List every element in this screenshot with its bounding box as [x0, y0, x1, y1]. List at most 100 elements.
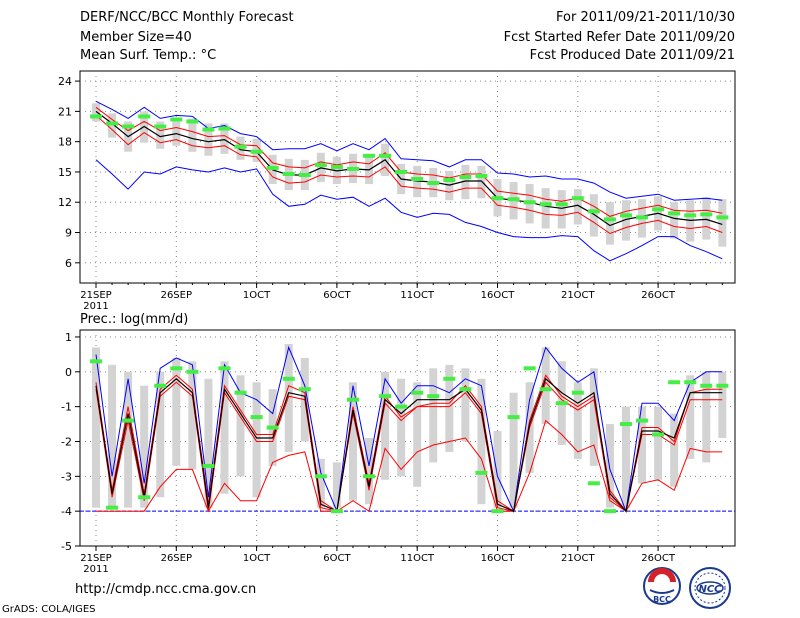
prec-climate-marker: [234, 390, 247, 395]
temp-range-bar: [670, 202, 679, 239]
prec-mean-line: [95, 377, 723, 513]
prec-climate-marker: [106, 505, 119, 510]
prec-climate-marker: [491, 509, 504, 514]
temp-climate-marker: [106, 121, 119, 126]
prec-climate-marker: [700, 383, 713, 388]
temp-range-bar: [461, 164, 470, 200]
prec-range-bar: [638, 406, 647, 484]
prec-climate-marker: [523, 366, 536, 371]
temp-climate-marker: [170, 117, 183, 122]
prec-ytick-label: 1: [65, 331, 72, 344]
temp-climate-marker: [636, 215, 649, 220]
temp-climate-marker: [539, 202, 552, 207]
prec-range-bar: [220, 361, 229, 494]
prec-climate-marker: [507, 415, 520, 420]
prec-range-bar: [461, 368, 470, 442]
prec-ytick-label: -5: [61, 540, 72, 553]
prec-range-bar: [365, 438, 374, 505]
temp-climate-marker: [379, 153, 392, 158]
prec-climate-marker: [363, 474, 376, 479]
prec-climate-marker: [636, 418, 649, 423]
prec-range-bar: [204, 378, 213, 508]
temp-climate-marker: [571, 196, 584, 201]
prec-climate-marker: [218, 366, 231, 371]
temp-climate-marker: [555, 202, 568, 207]
temp-max-line: [95, 100, 723, 201]
prec-climate-marker: [266, 425, 279, 430]
temp-ytick-label: 18: [58, 136, 72, 149]
temp-climate-marker: [314, 162, 327, 167]
prec-climate-marker: [587, 481, 600, 486]
temp-xtick-label: 16OCT: [481, 290, 516, 301]
prec-range-bar: [589, 368, 598, 466]
temp-climate-marker: [346, 166, 359, 171]
prec-climate-marker: [603, 509, 616, 514]
bcc-logo-text: BCC: [653, 595, 671, 604]
temp-xtick-label: 1OCT: [243, 290, 271, 301]
prec-range-bar: [509, 392, 518, 508]
temp-ytick-label: 24: [58, 75, 72, 88]
prec-range-bar: [686, 375, 695, 459]
prec-climate-marker: [395, 404, 408, 409]
prec-xtick-label: 16OCT: [481, 553, 516, 564]
prec-range-bar: [702, 371, 711, 463]
prec-range-bar: [124, 371, 133, 508]
prec-climate-marker: [555, 401, 568, 406]
temp-range-bar: [605, 202, 614, 245]
temp-climate-marker: [282, 171, 295, 176]
temp-range-bar: [220, 123, 229, 154]
temp-climate-marker: [122, 124, 135, 129]
prec-range-bar: [316, 458, 325, 508]
prec-climate-marker: [427, 394, 440, 399]
temp-climate-marker: [234, 144, 247, 149]
prec-range-bar: [397, 378, 406, 477]
temp-climate-marker: [619, 213, 632, 218]
temp-range-bar: [589, 194, 598, 237]
prec-range-bar: [445, 364, 454, 452]
logos: BCC NCC: [643, 567, 731, 609]
temp-range-bar: [156, 121, 165, 149]
footer-url[interactable]: http://cmdp.ncc.cma.gov.cn: [75, 582, 257, 597]
bcc-logo: BCC: [643, 567, 681, 605]
temp-xtick-label: 21OCT: [561, 290, 596, 301]
temp-climate-marker: [266, 165, 279, 170]
prec-climate-marker: [684, 380, 697, 385]
prec-ytick-label: -3: [61, 470, 72, 483]
prec-climate-marker: [539, 387, 552, 392]
prec-climate-marker: [186, 369, 199, 374]
prec-range-bar: [348, 382, 357, 501]
prec-range-bar: [381, 371, 390, 480]
prec-min-line: [96, 419, 723, 513]
prec-climate-marker: [346, 397, 359, 402]
prec-ytick-label: -1: [61, 401, 72, 414]
prec-climate-marker: [122, 418, 135, 423]
header-period: For 2011/09/21-2011/10/30: [556, 10, 735, 25]
temp-range-bar: [557, 190, 566, 229]
prec-ytick-label: 0: [65, 366, 72, 379]
prec-climate-marker: [330, 509, 343, 514]
temp-range-bar: [718, 199, 727, 247]
prec-range-bar: [332, 462, 341, 508]
prec-range-bar: [605, 424, 614, 508]
temp-climate-marker: [330, 164, 343, 169]
temp-year-label: 2011: [83, 301, 108, 312]
prec-range-bar: [188, 361, 197, 470]
prec-max-line: [95, 345, 723, 514]
ncc-logo: NCC: [689, 567, 731, 609]
temp-climate-marker: [90, 114, 102, 119]
header-start-date: Fcst Started Refer Date 2011/09/20: [503, 30, 735, 45]
prec-xtick-label: 26OCT: [641, 553, 676, 564]
temp-range-bar: [621, 200, 630, 241]
temp-xtick-label: 6OCT: [323, 290, 351, 301]
prec-range-bar: [413, 382, 422, 487]
prec-range-bar: [236, 375, 245, 477]
prec-climate-marker: [202, 463, 215, 468]
header-produced-date: Fcst Produced Date 2011/09/21: [529, 48, 735, 63]
prec-range-bar: [718, 371, 727, 438]
temp-climate-marker: [154, 124, 167, 129]
temp-climate-marker: [587, 209, 600, 214]
temp-ytick-label: 9: [65, 227, 72, 240]
prec-climate-marker: [668, 380, 681, 385]
prec-xtick-label: 21SEP: [80, 553, 111, 564]
prec-range-bar: [429, 368, 438, 463]
